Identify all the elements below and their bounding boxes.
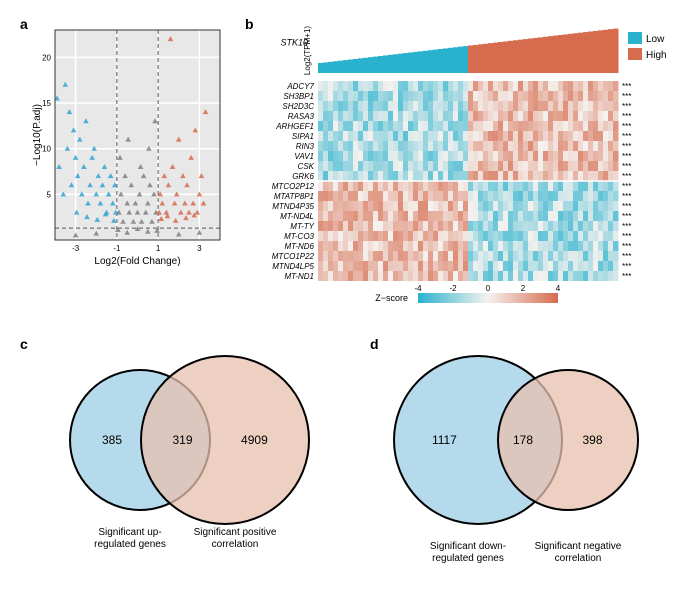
- svg-text:MTCO2P12: MTCO2P12: [272, 182, 315, 191]
- svg-text:1: 1: [156, 244, 161, 253]
- svg-text:Log2(TPM+1): Log2(TPM+1): [303, 26, 312, 75]
- svg-text:***: ***: [622, 272, 631, 281]
- svg-text:20: 20: [42, 53, 51, 62]
- venn-c: 385 319 4909 Significant up-regulated genes…: [40, 355, 340, 585]
- svg-text:SH2D3C: SH2D3C: [282, 102, 314, 111]
- svg-text:VAV1: VAV1: [294, 152, 314, 161]
- svg-text:regulated genes: regulated genes: [94, 539, 166, 550]
- svg-text:***: ***: [622, 92, 631, 101]
- svg-text:Significant negative: Significant negative: [535, 541, 622, 552]
- svg-text:319: 319: [172, 433, 192, 447]
- svg-text:MTATP8P1: MTATP8P1: [274, 192, 314, 201]
- svg-text:385: 385: [102, 433, 122, 447]
- svg-text:***: ***: [622, 112, 631, 121]
- svg-text:5: 5: [47, 190, 52, 199]
- svg-text:1117: 1117: [432, 433, 457, 447]
- svg-text:SIPA1: SIPA1: [292, 132, 314, 141]
- svg-text:-4: -4: [414, 284, 422, 293]
- svg-text:-3: -3: [72, 244, 80, 253]
- svg-text:***: ***: [622, 122, 631, 131]
- svg-text:***: ***: [622, 82, 631, 91]
- svg-text:Log2(Fold Change): Log2(Fold Change): [94, 256, 180, 267]
- svg-text:High: High: [646, 50, 667, 61]
- svg-text:regulated genes: regulated genes: [432, 553, 504, 564]
- svg-text:MT-ND6: MT-ND6: [285, 242, 315, 251]
- svg-text:MTND4P35: MTND4P35: [272, 202, 314, 211]
- svg-text:MT-ND4L: MT-ND4L: [280, 212, 314, 221]
- svg-text:RIN3: RIN3: [296, 142, 315, 151]
- svg-text:***: ***: [622, 172, 631, 181]
- panel-c-label: c: [20, 336, 28, 352]
- svg-text:Significant down-: Significant down-: [430, 541, 506, 552]
- svg-text:MT-ND1: MT-ND1: [285, 272, 314, 281]
- svg-text:***: ***: [622, 242, 631, 251]
- svg-text:***: ***: [622, 262, 631, 271]
- svg-text:***: ***: [622, 202, 631, 211]
- svg-text:***: ***: [622, 142, 631, 151]
- svg-text:***: ***: [622, 102, 631, 111]
- svg-text:MT-CO3: MT-CO3: [284, 232, 314, 241]
- svg-text:***: ***: [622, 132, 631, 141]
- svg-text:***: ***: [622, 212, 631, 221]
- svg-text:Low: Low: [646, 34, 665, 45]
- svg-text:***: ***: [622, 162, 631, 171]
- svg-text:ARHGEF1: ARHGEF1: [275, 122, 314, 131]
- svg-text:correlation: correlation: [555, 553, 602, 564]
- svg-text:Z−score: Z−score: [375, 293, 408, 303]
- svg-text:-2: -2: [449, 284, 457, 293]
- panel-a-label: a: [20, 16, 28, 32]
- panel-d-label: d: [370, 336, 379, 352]
- svg-text:0: 0: [486, 284, 491, 293]
- venn-d: 1117 178 398 Significant down-regulated gen…: [378, 355, 678, 585]
- svg-text:10: 10: [42, 145, 51, 154]
- svg-text:CSK: CSK: [298, 162, 315, 171]
- svg-text:398: 398: [582, 433, 602, 447]
- svg-text:3: 3: [197, 244, 202, 253]
- svg-text:−Log10(P.adj): −Log10(P.adj): [32, 104, 43, 166]
- svg-text:SH3BP1: SH3BP1: [283, 92, 314, 101]
- heatmap: STK10Log2(TPM+1)LowHighADCY7***SH3BP1***…: [253, 24, 685, 334]
- svg-text:178: 178: [513, 433, 533, 447]
- svg-text:***: ***: [622, 182, 631, 191]
- svg-text:-1: -1: [113, 244, 121, 253]
- svg-text:MTCO1P22: MTCO1P22: [272, 252, 315, 261]
- volcano-plot: -3 -1 1 3 5 10 15 20 Log2(Fold Change) −Log10(P.a…: [30, 28, 245, 278]
- svg-text:2: 2: [521, 284, 526, 293]
- svg-text:ADCY7: ADCY7: [286, 82, 314, 91]
- svg-text:***: ***: [622, 222, 631, 231]
- svg-text:Significant up-: Significant up-: [98, 527, 161, 538]
- svg-text:***: ***: [622, 232, 631, 241]
- svg-text:4909: 4909: [241, 433, 268, 447]
- svg-text:correlation: correlation: [212, 539, 259, 550]
- svg-text:***: ***: [622, 192, 631, 201]
- svg-text:4: 4: [556, 284, 561, 293]
- svg-text:15: 15: [42, 99, 51, 108]
- svg-text:***: ***: [622, 252, 631, 261]
- svg-text:GRK6: GRK6: [292, 172, 314, 181]
- svg-text:RASA3: RASA3: [288, 112, 315, 121]
- svg-text:***: ***: [622, 152, 631, 161]
- svg-text:MTND4LP5: MTND4LP5: [272, 262, 314, 271]
- svg-text:Significant positive: Significant positive: [194, 527, 277, 538]
- svg-text:MT-TY: MT-TY: [290, 222, 314, 231]
